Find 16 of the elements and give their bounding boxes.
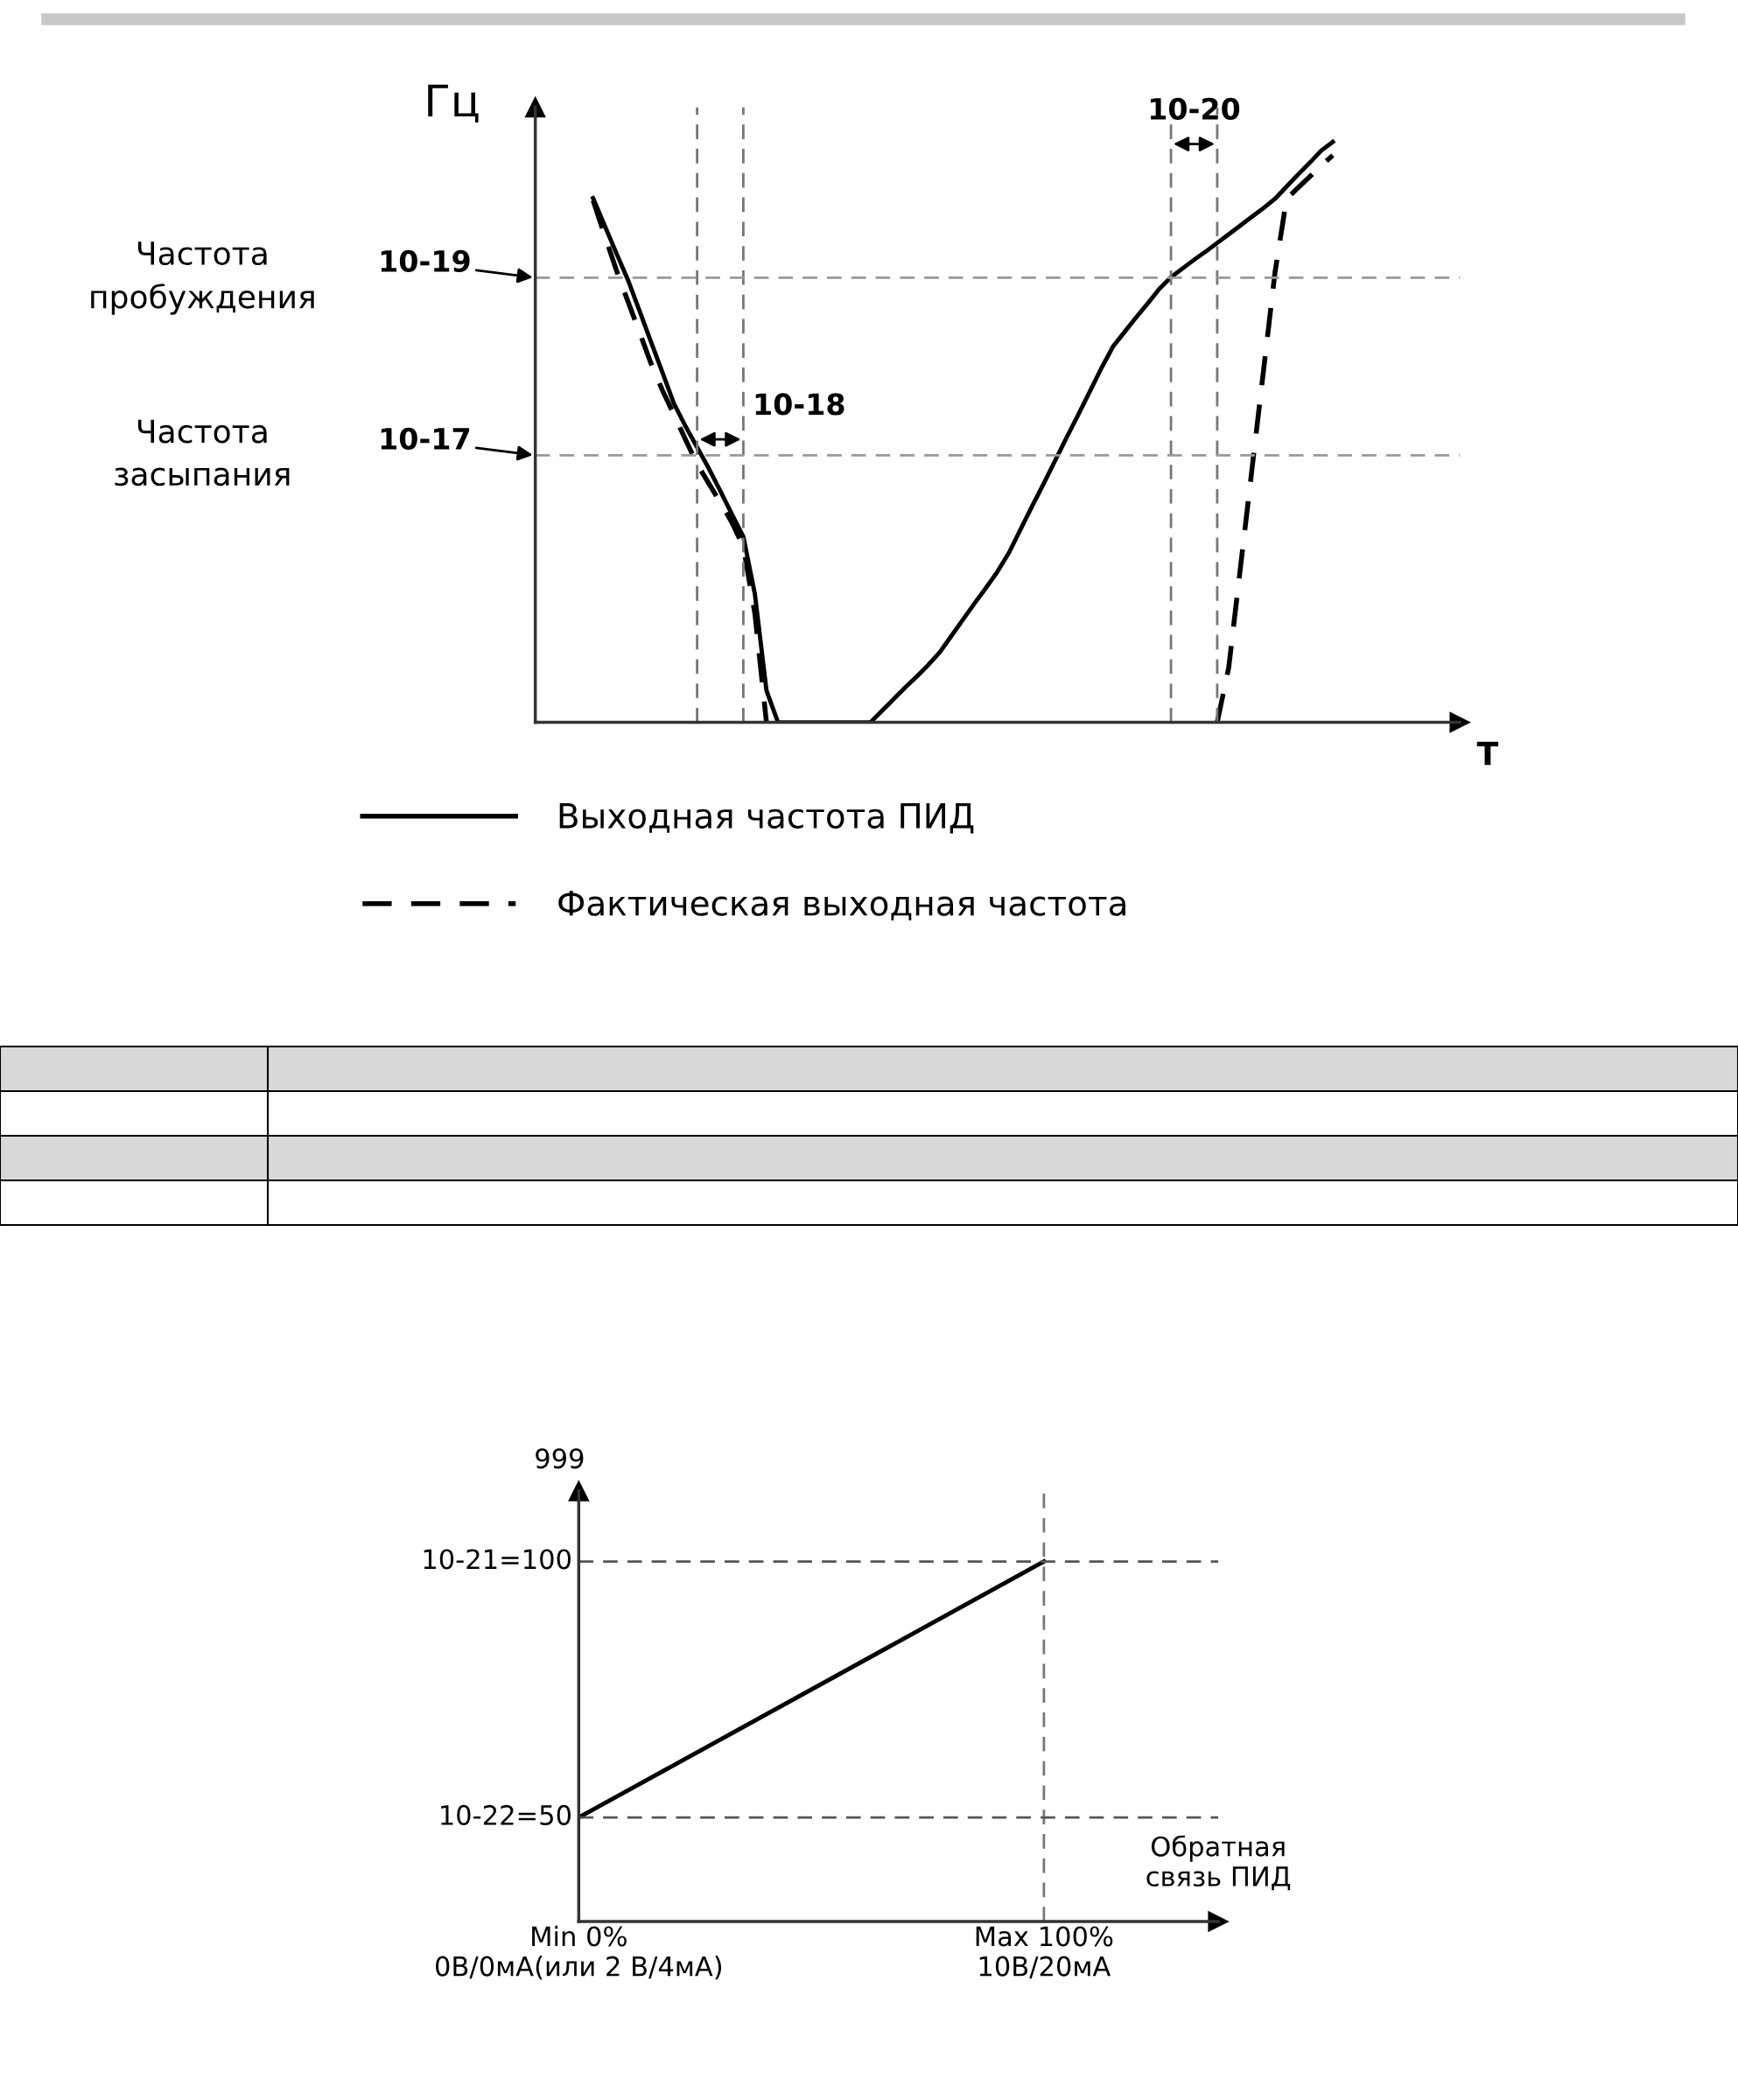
text: 10-17 [381,427,470,450]
text: 10-22=50 [441,1804,571,1825]
text: 10-19 [381,249,470,272]
x-axis-title: Обратная связь ПИД [1146,1835,1291,1891]
x-tick-label: Max 100% 10В/20мА [976,1926,1113,1979]
text: Частота пробуждения [91,242,314,315]
legend-label: Выходная частота ПИД [559,803,974,834]
x-tick-label: Min 0% 0В/0мА(или 2 В/4мА) [436,1925,722,1980]
x-axis-title: T [1476,741,1499,766]
text: 10-20 [1150,97,1240,120]
text: Частота засыпания [115,419,290,486]
y-axis-title: 999 [536,1448,584,1469]
annotation: 10-18 [755,393,844,416]
legend-label: Фактическая выходная частота [558,890,1125,920]
text: 10-21=100 [424,1549,571,1570]
y-axis-title: Гц [428,84,479,122]
